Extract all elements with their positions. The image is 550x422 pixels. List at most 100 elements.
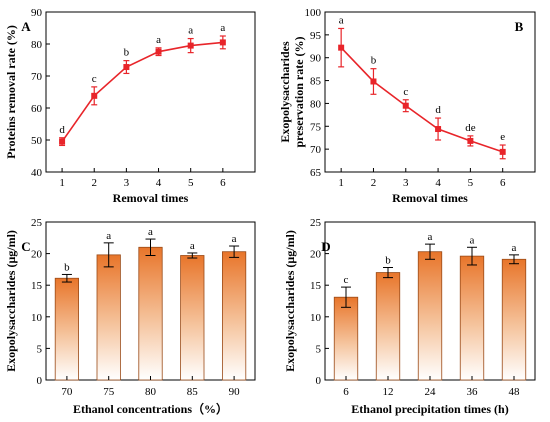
data-point (59, 138, 66, 145)
y-tick-label: 95 (310, 30, 322, 42)
bar (375, 272, 401, 381)
x-tick-label: 12 (383, 386, 394, 398)
y-axis-label: Exopolysaccharides (μg/ml) (283, 230, 297, 372)
significance-letter: a (220, 22, 225, 34)
significance-letter: a (470, 234, 475, 246)
y-axis-label: Exopolysaccharides (278, 41, 292, 143)
significance-letter: a (232, 233, 237, 245)
bar (96, 254, 121, 381)
x-tick-label: 4 (435, 177, 441, 189)
x-tick-label: 2 (371, 177, 377, 189)
data-point (155, 48, 162, 55)
series-line (61, 41, 223, 143)
y-axis-label: preservation rate (%) (292, 36, 306, 147)
significance-letter: b (124, 47, 130, 59)
significance-letter: d (435, 104, 441, 116)
x-tick-label: 36 (467, 386, 479, 398)
y-tick-label: 10 (31, 312, 43, 324)
y-tick-label: 85 (310, 76, 322, 88)
significance-letter: a (148, 226, 153, 238)
bar (54, 277, 80, 381)
data-point (91, 92, 98, 99)
panel-label: C (21, 239, 30, 254)
y-tick-label: 60 (31, 103, 43, 115)
y-axis-label: Proteins removal rate (%) (4, 25, 18, 159)
x-tick-label: 48 (509, 386, 521, 398)
y-tick-label: 100 (305, 7, 322, 19)
significance-letter: c (344, 274, 349, 286)
x-tick-label: 5 (188, 177, 194, 189)
panel-label: B (515, 19, 524, 34)
data-point (187, 42, 194, 49)
x-axis-label: Removal times (113, 191, 189, 205)
y-tick-label: 20 (310, 249, 322, 261)
y-tick-label: 40 (31, 167, 43, 179)
panel-a: 40 50 60 70 80 90A 1 2 3 4 5 6 d c b a a a Removal times Pr… (4, 7, 256, 205)
data-point (467, 137, 474, 144)
data-point (338, 44, 345, 51)
y-tick-label: 65 (310, 167, 322, 179)
significance-letter: b (385, 255, 391, 267)
y-tick-label: 80 (31, 39, 43, 51)
panel-label: A (21, 19, 31, 34)
x-tick-label: 6 (500, 177, 506, 189)
x-tick-label: 6 (343, 386, 349, 398)
significance-letter: d (59, 124, 65, 136)
x-axis-label: Ethanol concentrations（%） (73, 401, 228, 416)
x-axis-label: Removal times (392, 191, 468, 205)
series-line (340, 47, 503, 153)
y-tick-label: 10 (310, 312, 322, 324)
significance-letter: c (403, 86, 408, 98)
x-tick-label: 3 (124, 177, 130, 189)
panel-b: 65 70 75 80 85 90 95 100 B 1 2 3 4 5 6 a b c d de e Removal t… (278, 7, 536, 205)
significance-letter: b (371, 55, 377, 67)
panel-label: D (321, 239, 330, 254)
bar (221, 251, 247, 381)
significance-letter: a (156, 34, 161, 46)
bar (138, 246, 163, 381)
y-tick-label: 50 (31, 135, 43, 147)
y-tick-label: 5 (316, 343, 322, 355)
bar (333, 296, 359, 381)
y-tick-label: 90 (310, 53, 322, 65)
data-point (499, 148, 506, 155)
y-tick-label: 15 (310, 280, 322, 292)
bar (501, 258, 527, 381)
significance-letter: c (92, 73, 97, 85)
bar (180, 255, 205, 381)
data-point (370, 78, 377, 85)
x-tick-label: 75 (103, 386, 115, 398)
y-tick-label: 25 (310, 217, 322, 229)
x-tick-label: 4 (156, 177, 162, 189)
y-tick-label: 75 (310, 121, 322, 133)
significance-letter: e (500, 131, 505, 143)
y-tick-label: 0 (316, 375, 322, 387)
y-tick-label: 15 (31, 280, 43, 292)
significance-letter: a (339, 14, 344, 26)
plot-frame (45, 11, 256, 173)
significance-letter: a (428, 231, 433, 243)
significance-letter: a (190, 240, 195, 252)
plot-frame (324, 11, 536, 173)
data-point (123, 64, 130, 71)
y-tick-label: 80 (310, 98, 322, 110)
y-tick-label: 20 (31, 249, 43, 261)
y-tick-label: 70 (31, 71, 43, 83)
data-point (219, 39, 226, 46)
bar (417, 251, 443, 381)
x-tick-label: 1 (59, 177, 65, 189)
significance-letter: a (512, 242, 517, 254)
y-axis-label: Exopolysaccharides (μg/ml) (4, 230, 18, 372)
x-tick-label: 5 (468, 177, 474, 189)
y-tick-label: 70 (310, 144, 322, 156)
x-tick-label: 2 (91, 177, 97, 189)
significance-letter: b (64, 261, 70, 273)
x-tick-label: 70 (61, 386, 73, 398)
x-tick-label: 3 (403, 177, 409, 189)
significance-letter: a (188, 25, 193, 37)
y-tick-label: 0 (37, 375, 43, 387)
significance-letter: a (106, 230, 111, 242)
data-point (435, 126, 442, 133)
y-tick-label: 5 (37, 343, 43, 355)
